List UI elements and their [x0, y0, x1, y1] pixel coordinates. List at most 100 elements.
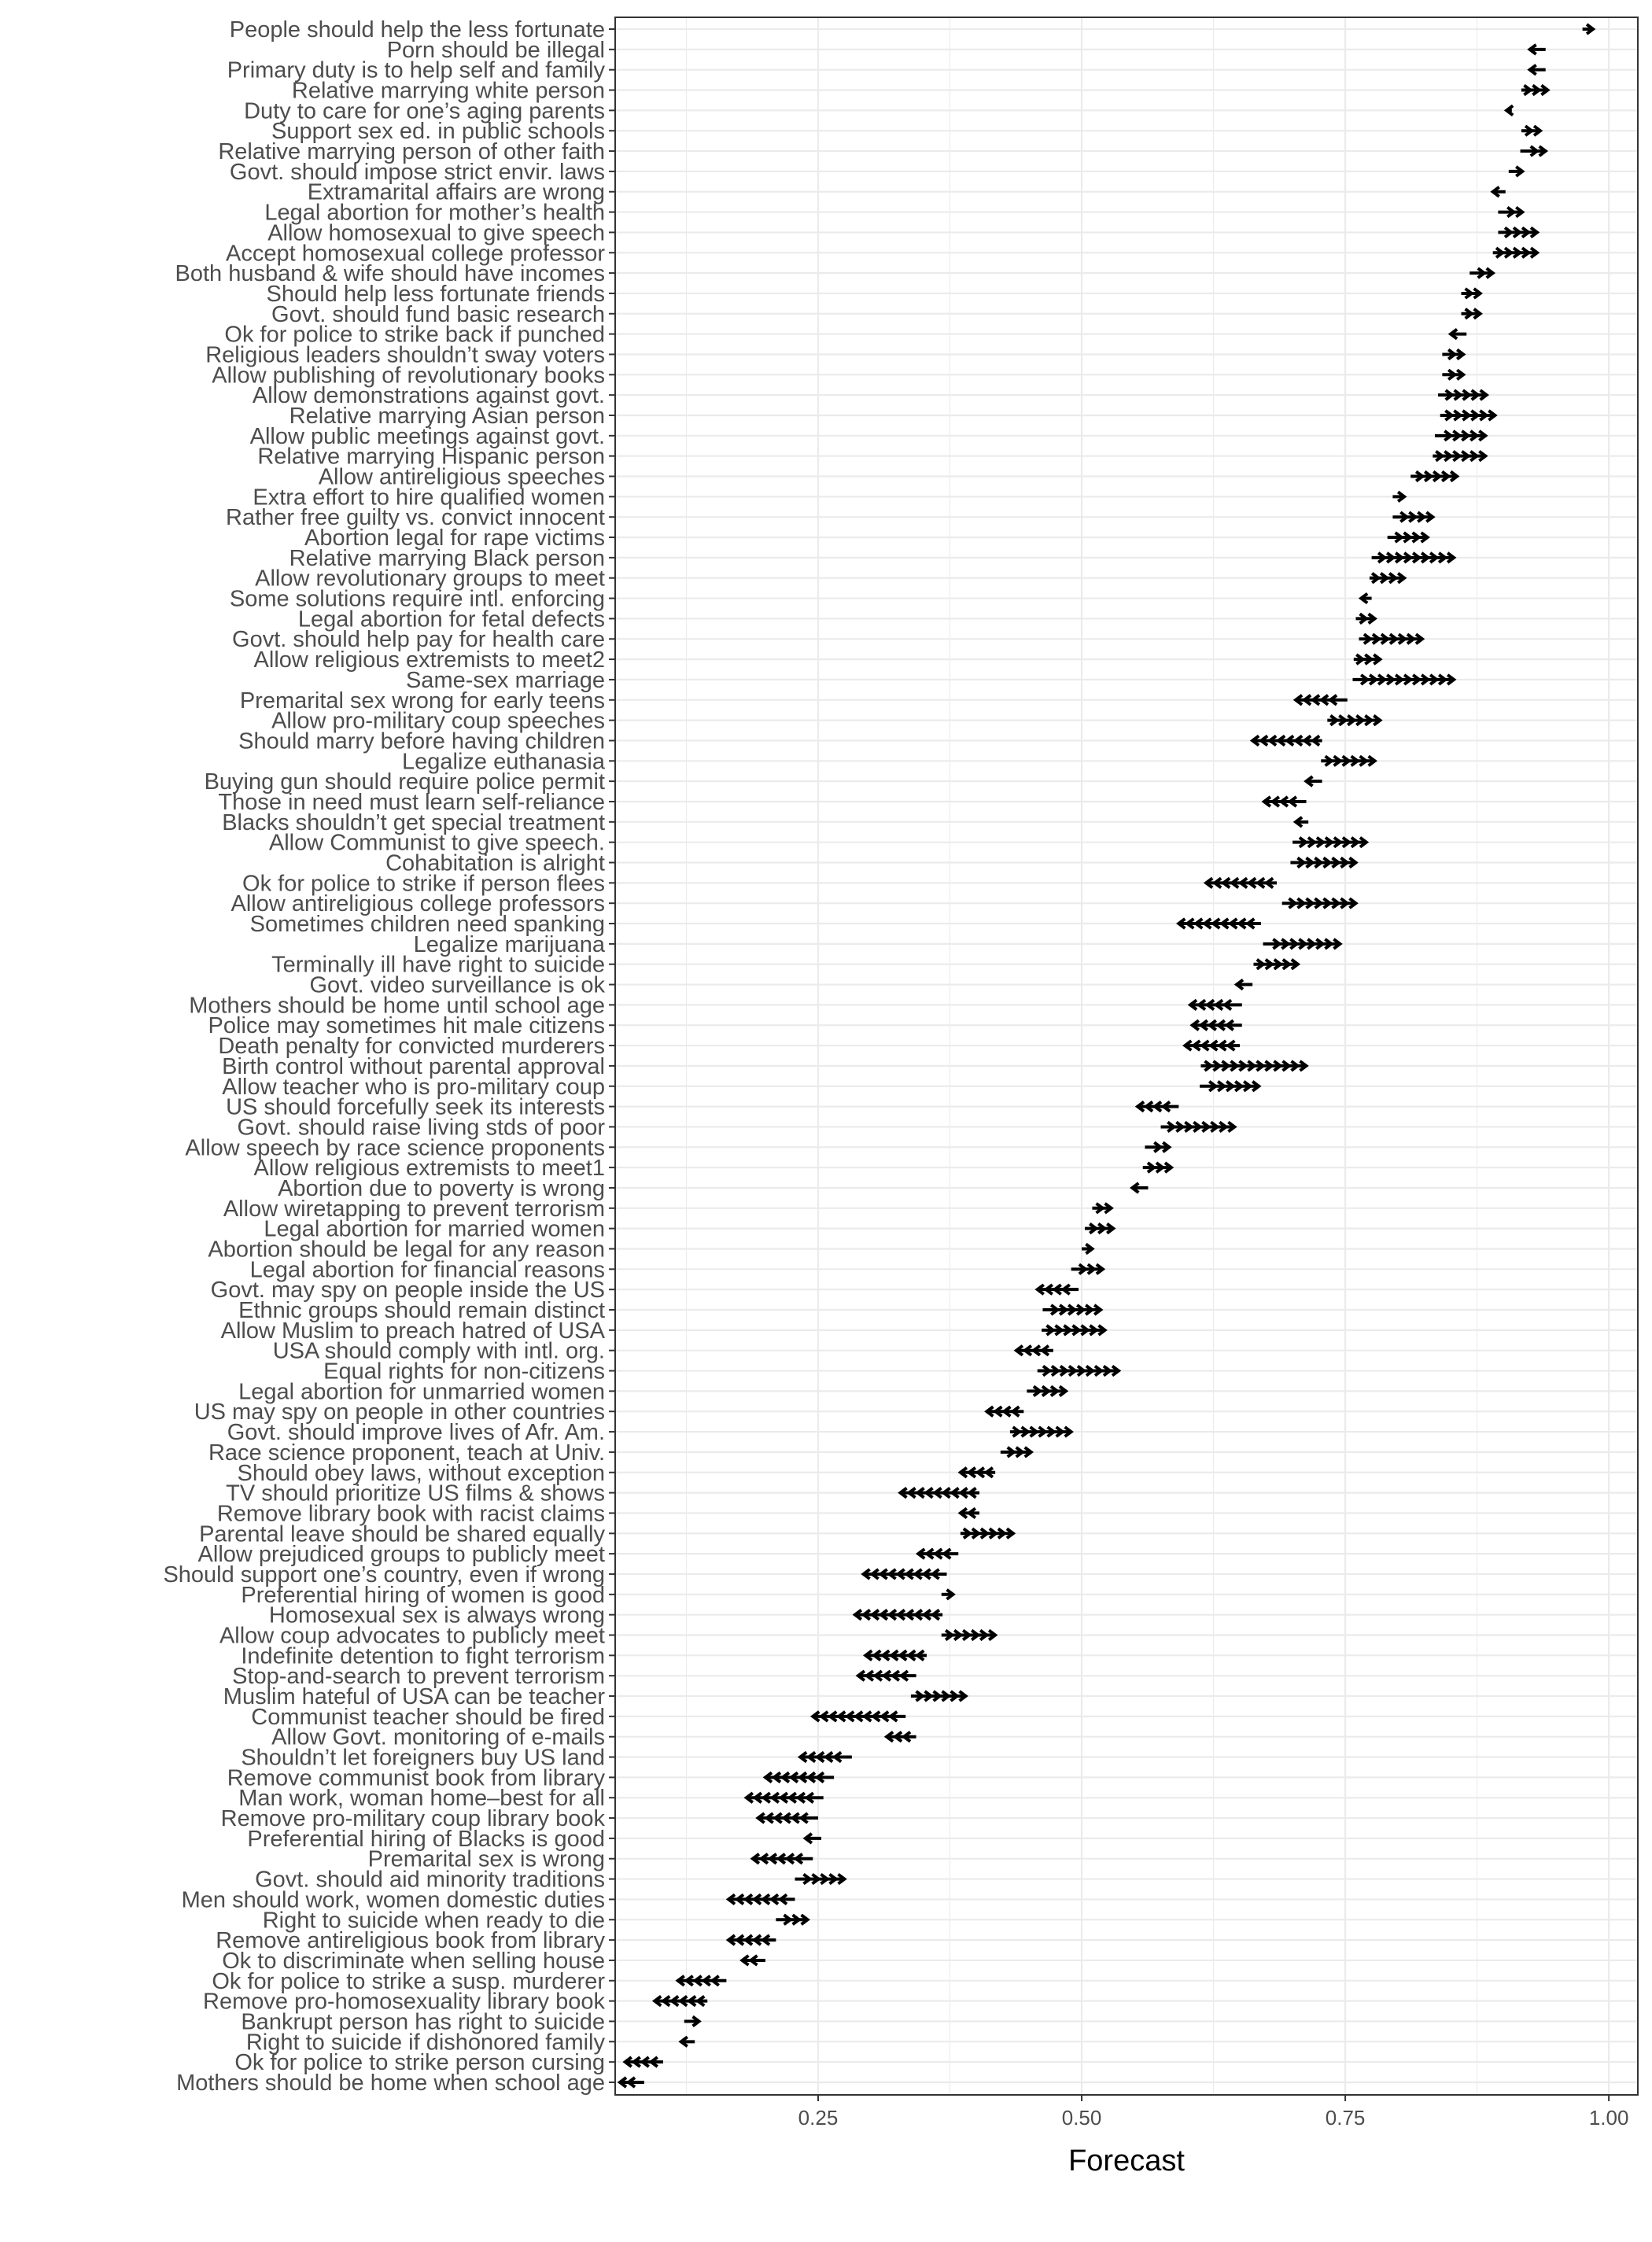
arrow-head — [1367, 754, 1377, 767]
arrow-head — [802, 1872, 813, 1886]
arrow-head — [888, 1649, 899, 1661]
arrow-head — [1237, 876, 1248, 889]
arrow-mark — [1442, 348, 1466, 361]
arrow-head — [1020, 1425, 1031, 1438]
arrow-head — [1478, 450, 1488, 463]
arrow-head — [1373, 714, 1383, 727]
arrow-head — [795, 1791, 806, 1804]
y-tick-label: Allow Communist to give speech. — [269, 831, 605, 856]
arrow-head — [1233, 978, 1245, 991]
arrow-head — [778, 1791, 789, 1804]
arrow-head — [1469, 450, 1480, 463]
arrow-mark — [755, 1812, 818, 1824]
arrow-head — [1204, 1060, 1214, 1072]
y-tick-label: Legalize marijuana — [414, 932, 606, 957]
y-tick-label: Abortion should be legal for any reason — [208, 1237, 605, 1262]
y-tick-label: Ok for police to strike a susp. murderer — [212, 1969, 605, 1994]
arrow-head — [1371, 632, 1382, 645]
y-tick-label: Allow pro-military coup speeches — [271, 709, 605, 734]
arrow-mark — [1249, 734, 1322, 747]
arrow-head — [751, 1934, 762, 1946]
arrow-head — [1015, 1446, 1026, 1458]
arrow-head — [1373, 653, 1383, 666]
arrow-head — [958, 1486, 968, 1499]
arrow-head — [788, 1771, 799, 1783]
arrow-head — [879, 1649, 891, 1661]
arrow-head — [755, 1812, 765, 1824]
arrow-head — [811, 1872, 821, 1886]
arrow-head — [1146, 1161, 1157, 1174]
arrow-head — [1288, 897, 1298, 909]
arrow-head — [897, 1649, 908, 1661]
y-tick-label: TV should prioritize US films & shows — [226, 1481, 605, 1506]
arrow-head — [1152, 1101, 1163, 1113]
arrow-head — [906, 1486, 916, 1499]
arrow-head — [1084, 1304, 1095, 1316]
arrow-head — [1437, 673, 1448, 686]
arrow-head — [905, 1649, 916, 1661]
arrow-head — [1340, 897, 1350, 909]
arrow-head — [1032, 1385, 1043, 1397]
arrow-head — [967, 1486, 977, 1499]
arrow-head — [1054, 1324, 1064, 1337]
arrow-head — [1230, 1060, 1240, 1072]
arrow-head — [776, 1853, 787, 1865]
arrow-head — [1097, 1324, 1108, 1337]
arrow-head — [1478, 430, 1488, 442]
arrow-head — [1403, 531, 1413, 544]
arrow-head — [660, 1995, 671, 2008]
x-tick-label: 0.75 — [1326, 2106, 1366, 2130]
arrow-head — [1289, 938, 1300, 950]
arrow-head — [631, 2056, 641, 2068]
arrow-head — [1202, 917, 1212, 930]
arrow-head — [1523, 83, 1533, 97]
arrow-head — [1411, 531, 1422, 544]
arrow-head — [1001, 1405, 1012, 1418]
arrow-head — [1324, 836, 1335, 849]
arrow-head — [1449, 470, 1460, 483]
arrow-head — [1055, 1425, 1065, 1438]
arrow-head — [1420, 673, 1431, 686]
arrow-mark — [750, 1853, 813, 1865]
arrow-head — [844, 1710, 855, 1723]
arrow-mark — [1442, 368, 1466, 381]
arrow-head — [1013, 1344, 1024, 1357]
arrow-head — [1333, 754, 1343, 767]
arrow-head — [1217, 1080, 1227, 1093]
arrow-head — [1444, 409, 1455, 422]
arrow-head — [1473, 287, 1483, 300]
arrow-head — [1453, 409, 1463, 422]
arrow-mark — [1034, 1283, 1079, 1296]
arrow-head — [878, 1609, 889, 1621]
arrow-head — [861, 1568, 871, 1580]
arrow-mark — [1009, 1425, 1074, 1438]
arrow-head — [1470, 409, 1481, 422]
arrow-head — [1273, 958, 1284, 971]
arrow-head — [1060, 1283, 1071, 1296]
arrow-head — [879, 1710, 890, 1723]
arrow-head — [684, 1975, 694, 1987]
arrow-head — [1364, 653, 1374, 666]
x-axis-title: Forecast — [1068, 2144, 1185, 2177]
y-tick-label: Death penalty for convicted murderers — [218, 1034, 605, 1059]
arrow-head — [1515, 165, 1525, 178]
arrow-mark — [776, 1913, 810, 1926]
y-tick-label: Stop-and-search to prevent terrorism — [232, 1664, 605, 1689]
arrow-mark — [1292, 694, 1348, 706]
arrow-head — [1527, 64, 1537, 76]
y-tick-label: Govt. should fund basic research — [271, 302, 605, 327]
arrow-head — [881, 1669, 892, 1682]
arrow-mark — [1037, 1364, 1122, 1377]
arrow-mark — [1000, 1446, 1034, 1458]
arrow-head — [1185, 917, 1195, 930]
arrow-mark — [678, 2035, 695, 2048]
arrow-head — [769, 1893, 780, 1906]
arrow-mark — [957, 1466, 996, 1479]
arrow-head — [1315, 836, 1326, 849]
arrow-head — [1281, 958, 1292, 971]
arrow-head — [1296, 856, 1307, 869]
arrow-head — [971, 1527, 982, 1540]
arrow-head — [1446, 551, 1457, 564]
arrow-mark — [1281, 897, 1359, 909]
